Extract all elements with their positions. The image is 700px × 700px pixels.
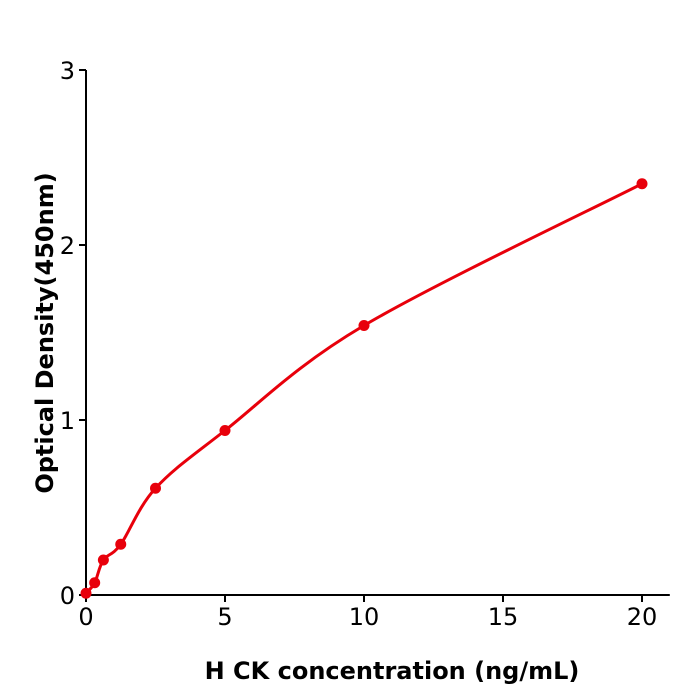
x-tick-label: 20	[627, 603, 658, 631]
axes: 0 5 10 15 20 0 1 2 3	[60, 57, 670, 631]
data-point	[358, 320, 370, 331]
x-tick-label: 5	[217, 603, 232, 631]
y-tick-label: 3	[60, 57, 75, 85]
y-tick-label: 0	[60, 582, 75, 610]
x-tick-label: 10	[349, 603, 380, 631]
y-tick-label: 2	[60, 232, 75, 260]
data-point	[219, 425, 231, 436]
y-tick-label: 1	[60, 407, 75, 435]
x-axis-label: H CK concentration (ng/mL)	[205, 657, 580, 685]
data-point	[115, 538, 127, 550]
data-point	[97, 554, 109, 566]
x-tick-label: 15	[488, 603, 519, 631]
data-point	[636, 178, 648, 190]
data-points	[80, 178, 648, 599]
data-point	[80, 587, 92, 599]
y-axis-label: Optical Density(450nm)	[31, 172, 59, 493]
data-point	[150, 482, 161, 494]
data-point	[89, 577, 101, 589]
x-tick-label: 0	[78, 603, 93, 631]
fit-curve	[84, 182, 643, 595]
